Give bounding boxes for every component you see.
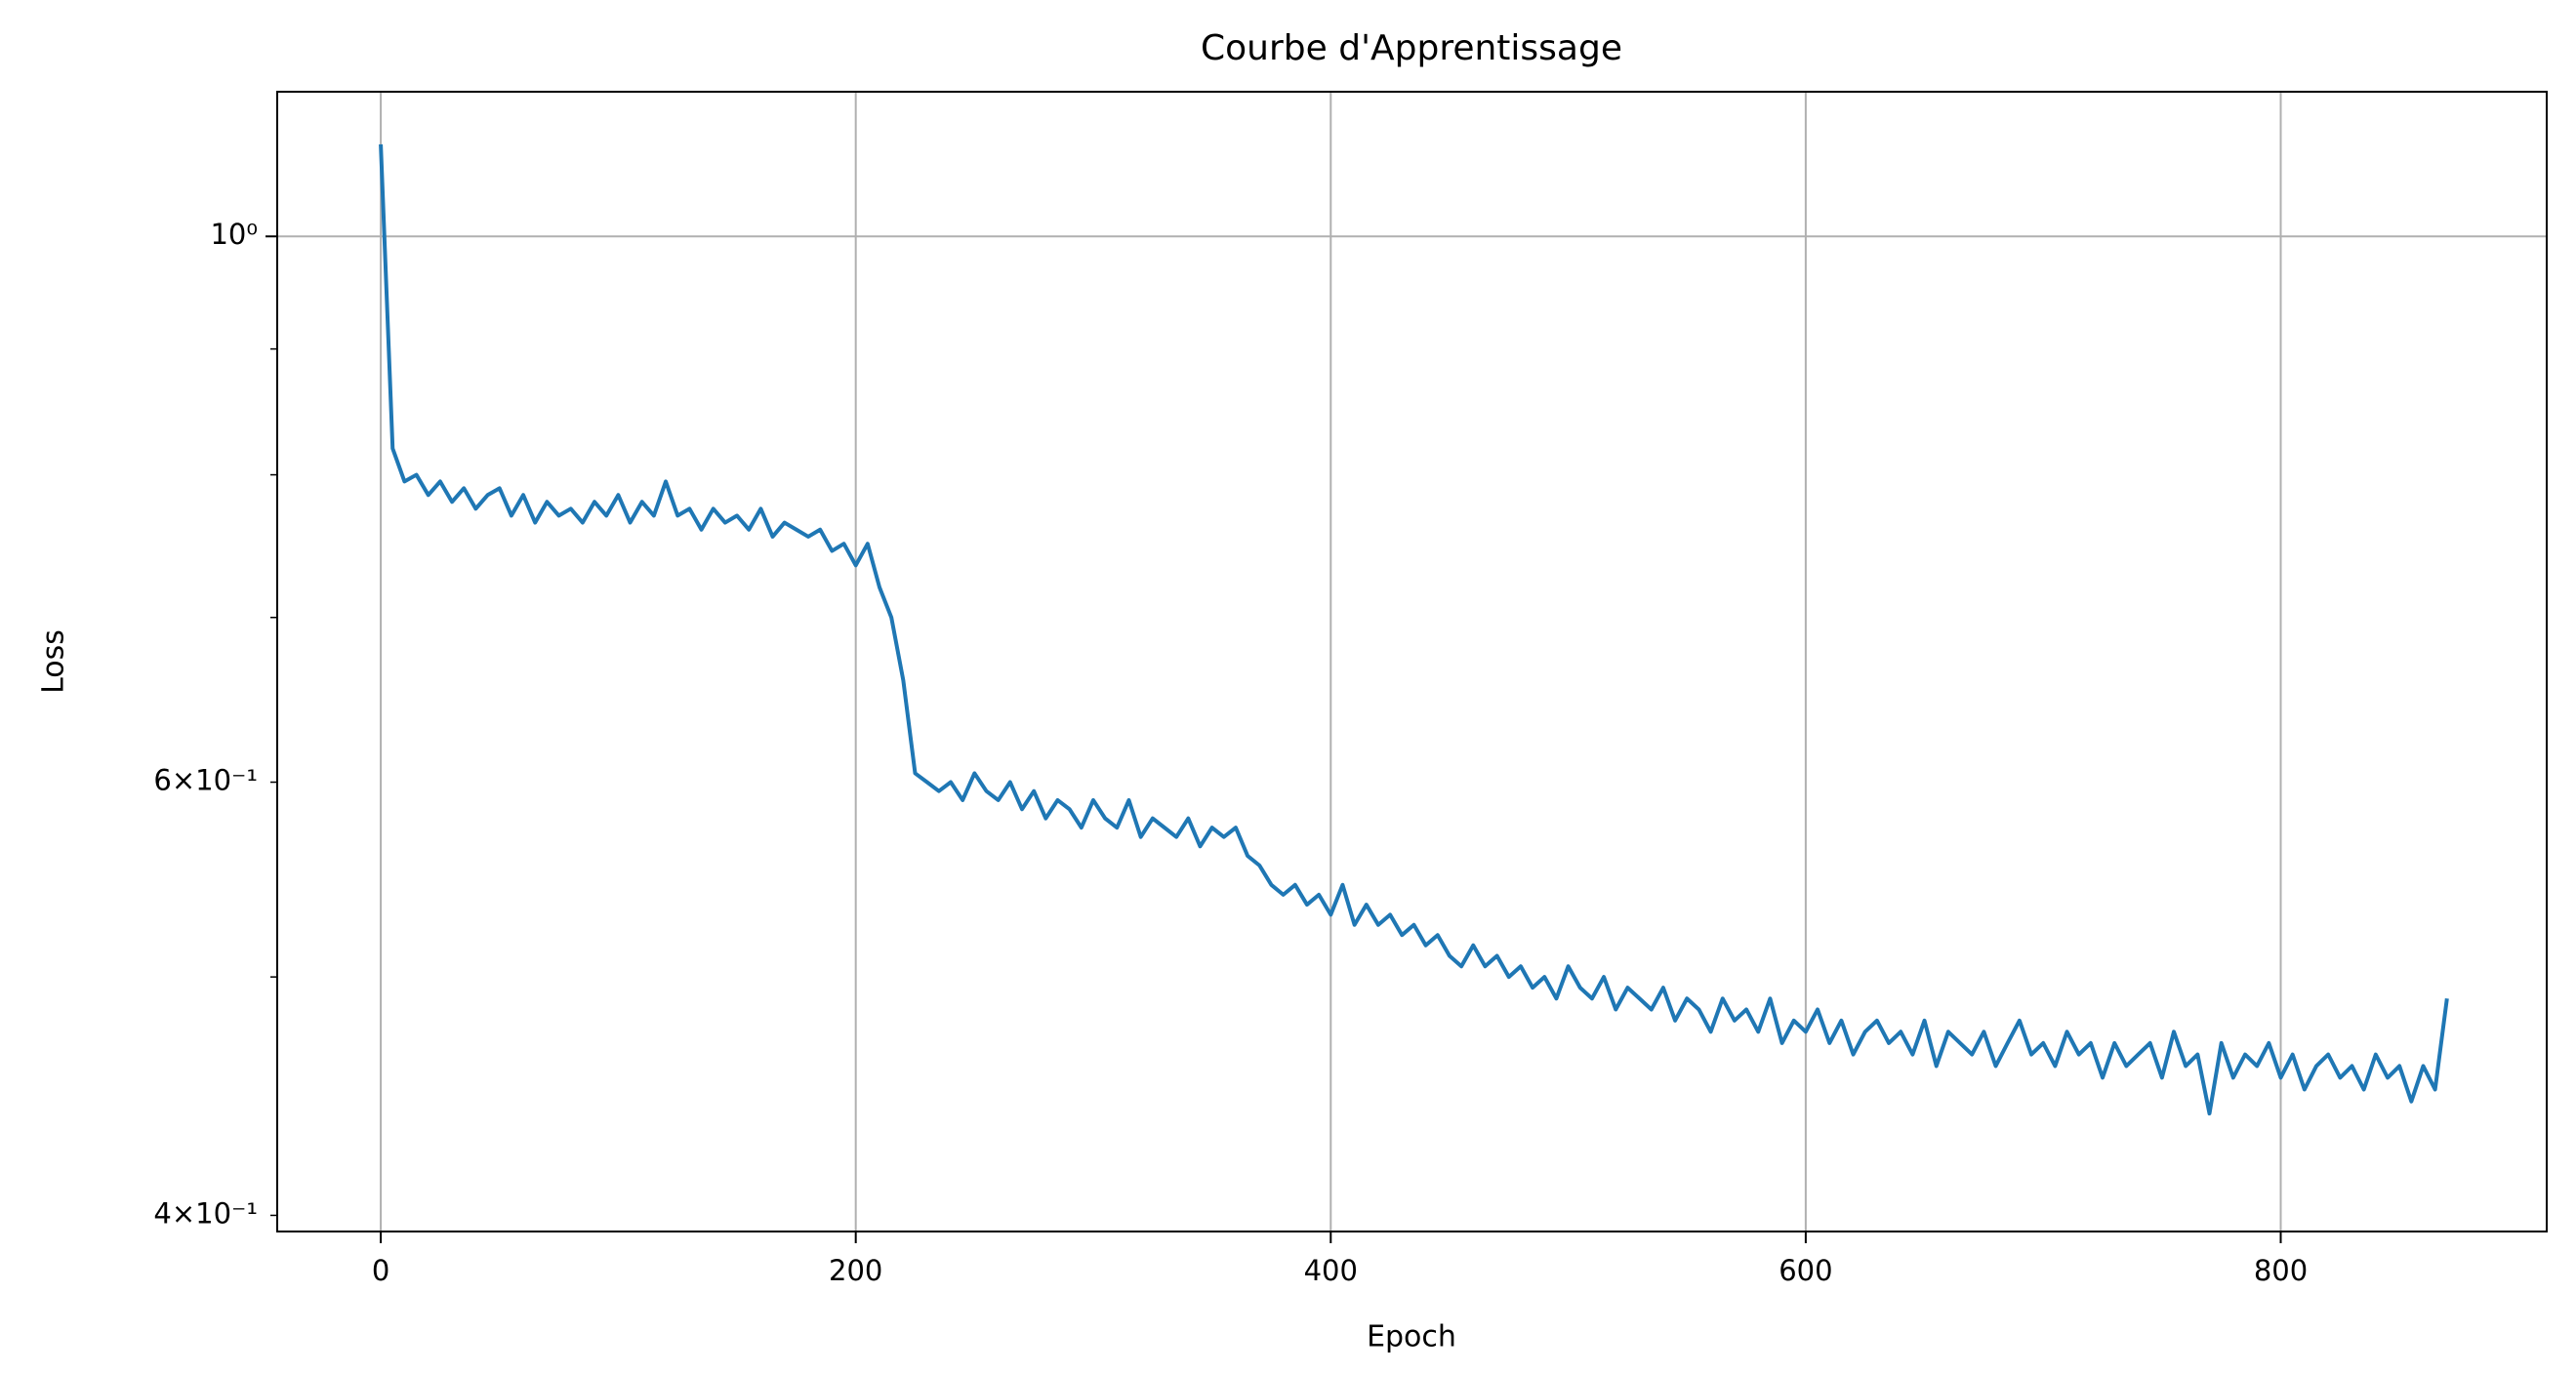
x-tick-label: 400 <box>1304 1254 1358 1287</box>
chart-title: Courbe d'Apprentissage <box>1201 28 1622 68</box>
plot-frame <box>276 91 2548 1232</box>
y-axis-label: Loss <box>37 629 71 694</box>
y-tick-label: 4×10⁻¹ <box>153 1196 258 1230</box>
x-tick-label: 0 <box>372 1254 389 1287</box>
loss-line <box>379 143 2449 1116</box>
x-axis-label: Epoch <box>1367 1320 1456 1354</box>
x-tick-label: 800 <box>2254 1254 2308 1287</box>
x-tick-label: 600 <box>1779 1254 1832 1287</box>
x-tick-label: 200 <box>829 1254 882 1287</box>
y-tick-label: 6×10⁻¹ <box>153 764 258 797</box>
y-tick-label: 10⁰ <box>210 218 258 251</box>
